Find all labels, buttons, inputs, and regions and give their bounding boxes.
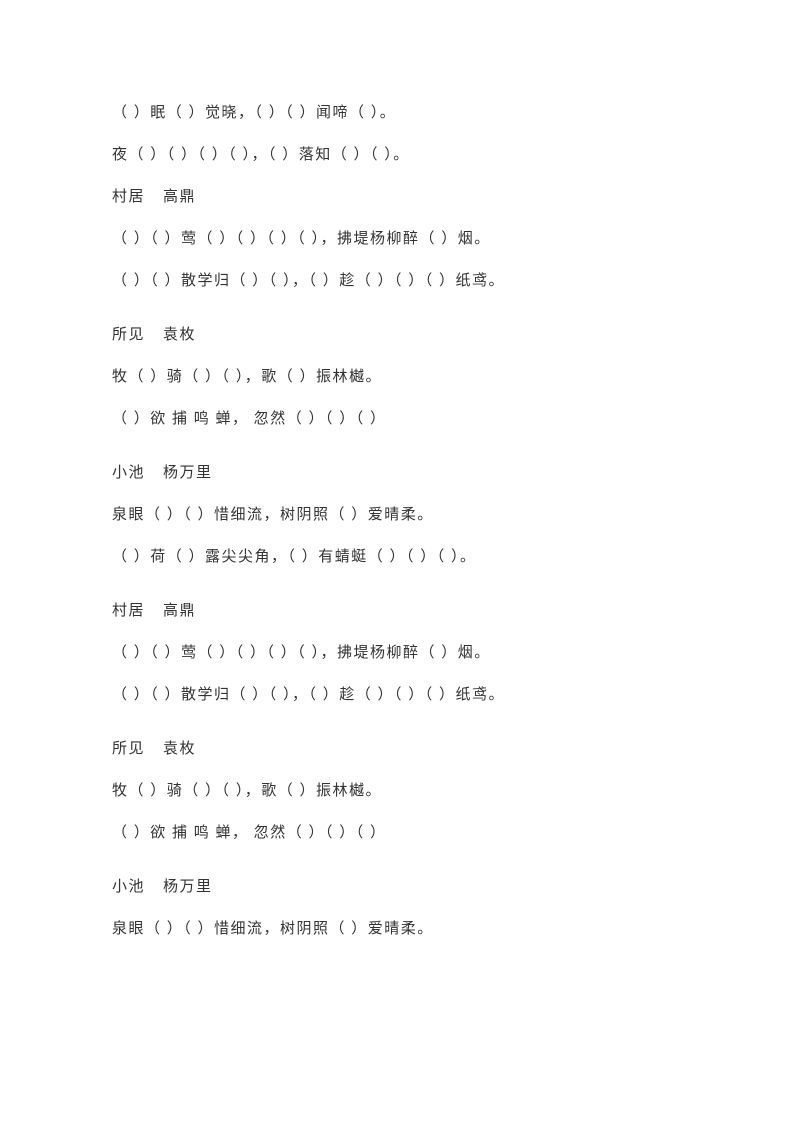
verse-line: 泉眼（ ）（ ）惜细流，树阴照（ ）爱晴柔。 xyxy=(112,908,682,950)
blank-gap xyxy=(112,302,682,314)
verse-line: 泉眼（ ）（ ）惜细流，树阴照（ ）爱晴柔。 xyxy=(112,494,682,536)
verse-line: （ ）（ ）散学归（ ）（ ），（ ）趁（ ）（ ）（ ）纸鸢。 xyxy=(112,674,682,716)
poem-author: 袁枚 xyxy=(163,741,196,757)
verse-line: 牧（ ）骑（ ）（ ），歌（ ）振林樾。 xyxy=(112,356,682,398)
verse-line: 夜（ ）（ ）（ ）（ ），（ ）落知（ ）（ ）。 xyxy=(112,134,682,176)
poem-title: 村居 xyxy=(112,189,145,205)
blank-gap xyxy=(112,716,682,728)
poem-author: 袁枚 xyxy=(163,327,196,343)
poem-author: 高鼎 xyxy=(163,603,196,619)
poem-title: 所见 xyxy=(112,327,145,343)
verse-line: （ ）（ ）莺（ ）（ ）（ ）（ ），拂堤杨柳醉（ ）烟。 xyxy=(112,632,682,674)
verse-line: （ ）荷（ ）露尖尖角，（ ）有蜻蜓（ ）（ ）（ ）。 xyxy=(112,536,682,578)
poem-title-line: 小池 杨万里 xyxy=(112,866,682,908)
verse-line: （ ）（ ）莺（ ）（ ）（ ）（ ），拂堤杨柳醉（ ）烟。 xyxy=(112,218,682,260)
blank-gap xyxy=(112,854,682,866)
poem-title-line: 所见 袁枚 xyxy=(112,314,682,356)
verse-line: （ ）眠（ ）觉晓，（ ）（ ）闻啼（ ）。 xyxy=(112,92,682,134)
verse-line: （ ）欲 捕 鸣 蝉， 忽然（ ）（ ）（ ） xyxy=(112,812,682,854)
page: （ ）眠（ ）觉晓，（ ）（ ）闻啼（ ）。夜（ ）（ ）（ ）（ ），（ ）落… xyxy=(0,0,794,1123)
blank-gap xyxy=(112,440,682,452)
blank-gap xyxy=(112,578,682,590)
poem-title: 小池 xyxy=(112,879,145,895)
poem-title-line: 小池 杨万里 xyxy=(112,452,682,494)
verse-line: （ ）（ ）散学归（ ）（ ），（ ）趁（ ）（ ）（ ）纸鸢。 xyxy=(112,260,682,302)
poem-author: 杨万里 xyxy=(163,879,213,895)
poem-title: 小池 xyxy=(112,465,145,481)
poem-author: 高鼎 xyxy=(163,189,196,205)
poem-title-line: 所见 袁枚 xyxy=(112,728,682,770)
verse-line: （ ）欲 捕 鸣 蝉， 忽然（ ）（ ）（ ） xyxy=(112,398,682,440)
verse-line: 牧（ ）骑（ ）（ ），歌（ ）振林樾。 xyxy=(112,770,682,812)
poem-title-line: 村居 高鼎 xyxy=(112,590,682,632)
poem-title: 村居 xyxy=(112,603,145,619)
poem-title-line: 村居 高鼎 xyxy=(112,176,682,218)
poem-author: 杨万里 xyxy=(163,465,213,481)
poem-title: 所见 xyxy=(112,741,145,757)
